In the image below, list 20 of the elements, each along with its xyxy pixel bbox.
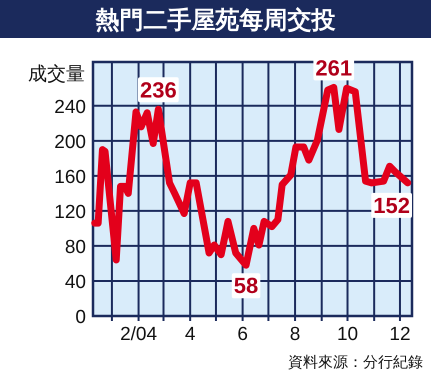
annotation: 152	[373, 192, 410, 218]
x-tick-label: 12	[389, 324, 411, 345]
x-tick-label: 2/04	[120, 324, 158, 345]
annotation: 236	[140, 77, 177, 102]
y-tick-label: 120	[54, 202, 86, 223]
y-tick-label: 40	[64, 272, 86, 293]
x-tick-label: 8	[290, 324, 300, 345]
y-tick-label: 200	[54, 132, 86, 153]
x-tick-label: 10	[336, 324, 358, 345]
y-axis-title: 成交量	[28, 63, 85, 85]
y-tick-label: 160	[54, 166, 86, 188]
annotation: 261	[315, 55, 352, 80]
y-tick-label: 80	[64, 236, 86, 258]
x-tick-label: 4	[184, 324, 196, 345]
chart-title: 熱門二手屋苑每周交投	[94, 7, 336, 34]
source-note: 資料來源：分行紀錄	[288, 354, 423, 371]
x-tick-label: 6	[237, 324, 248, 345]
annotation: 58	[234, 273, 258, 298]
y-tick-label: 0	[75, 307, 86, 328]
y-tick-label: 240	[54, 96, 86, 118]
